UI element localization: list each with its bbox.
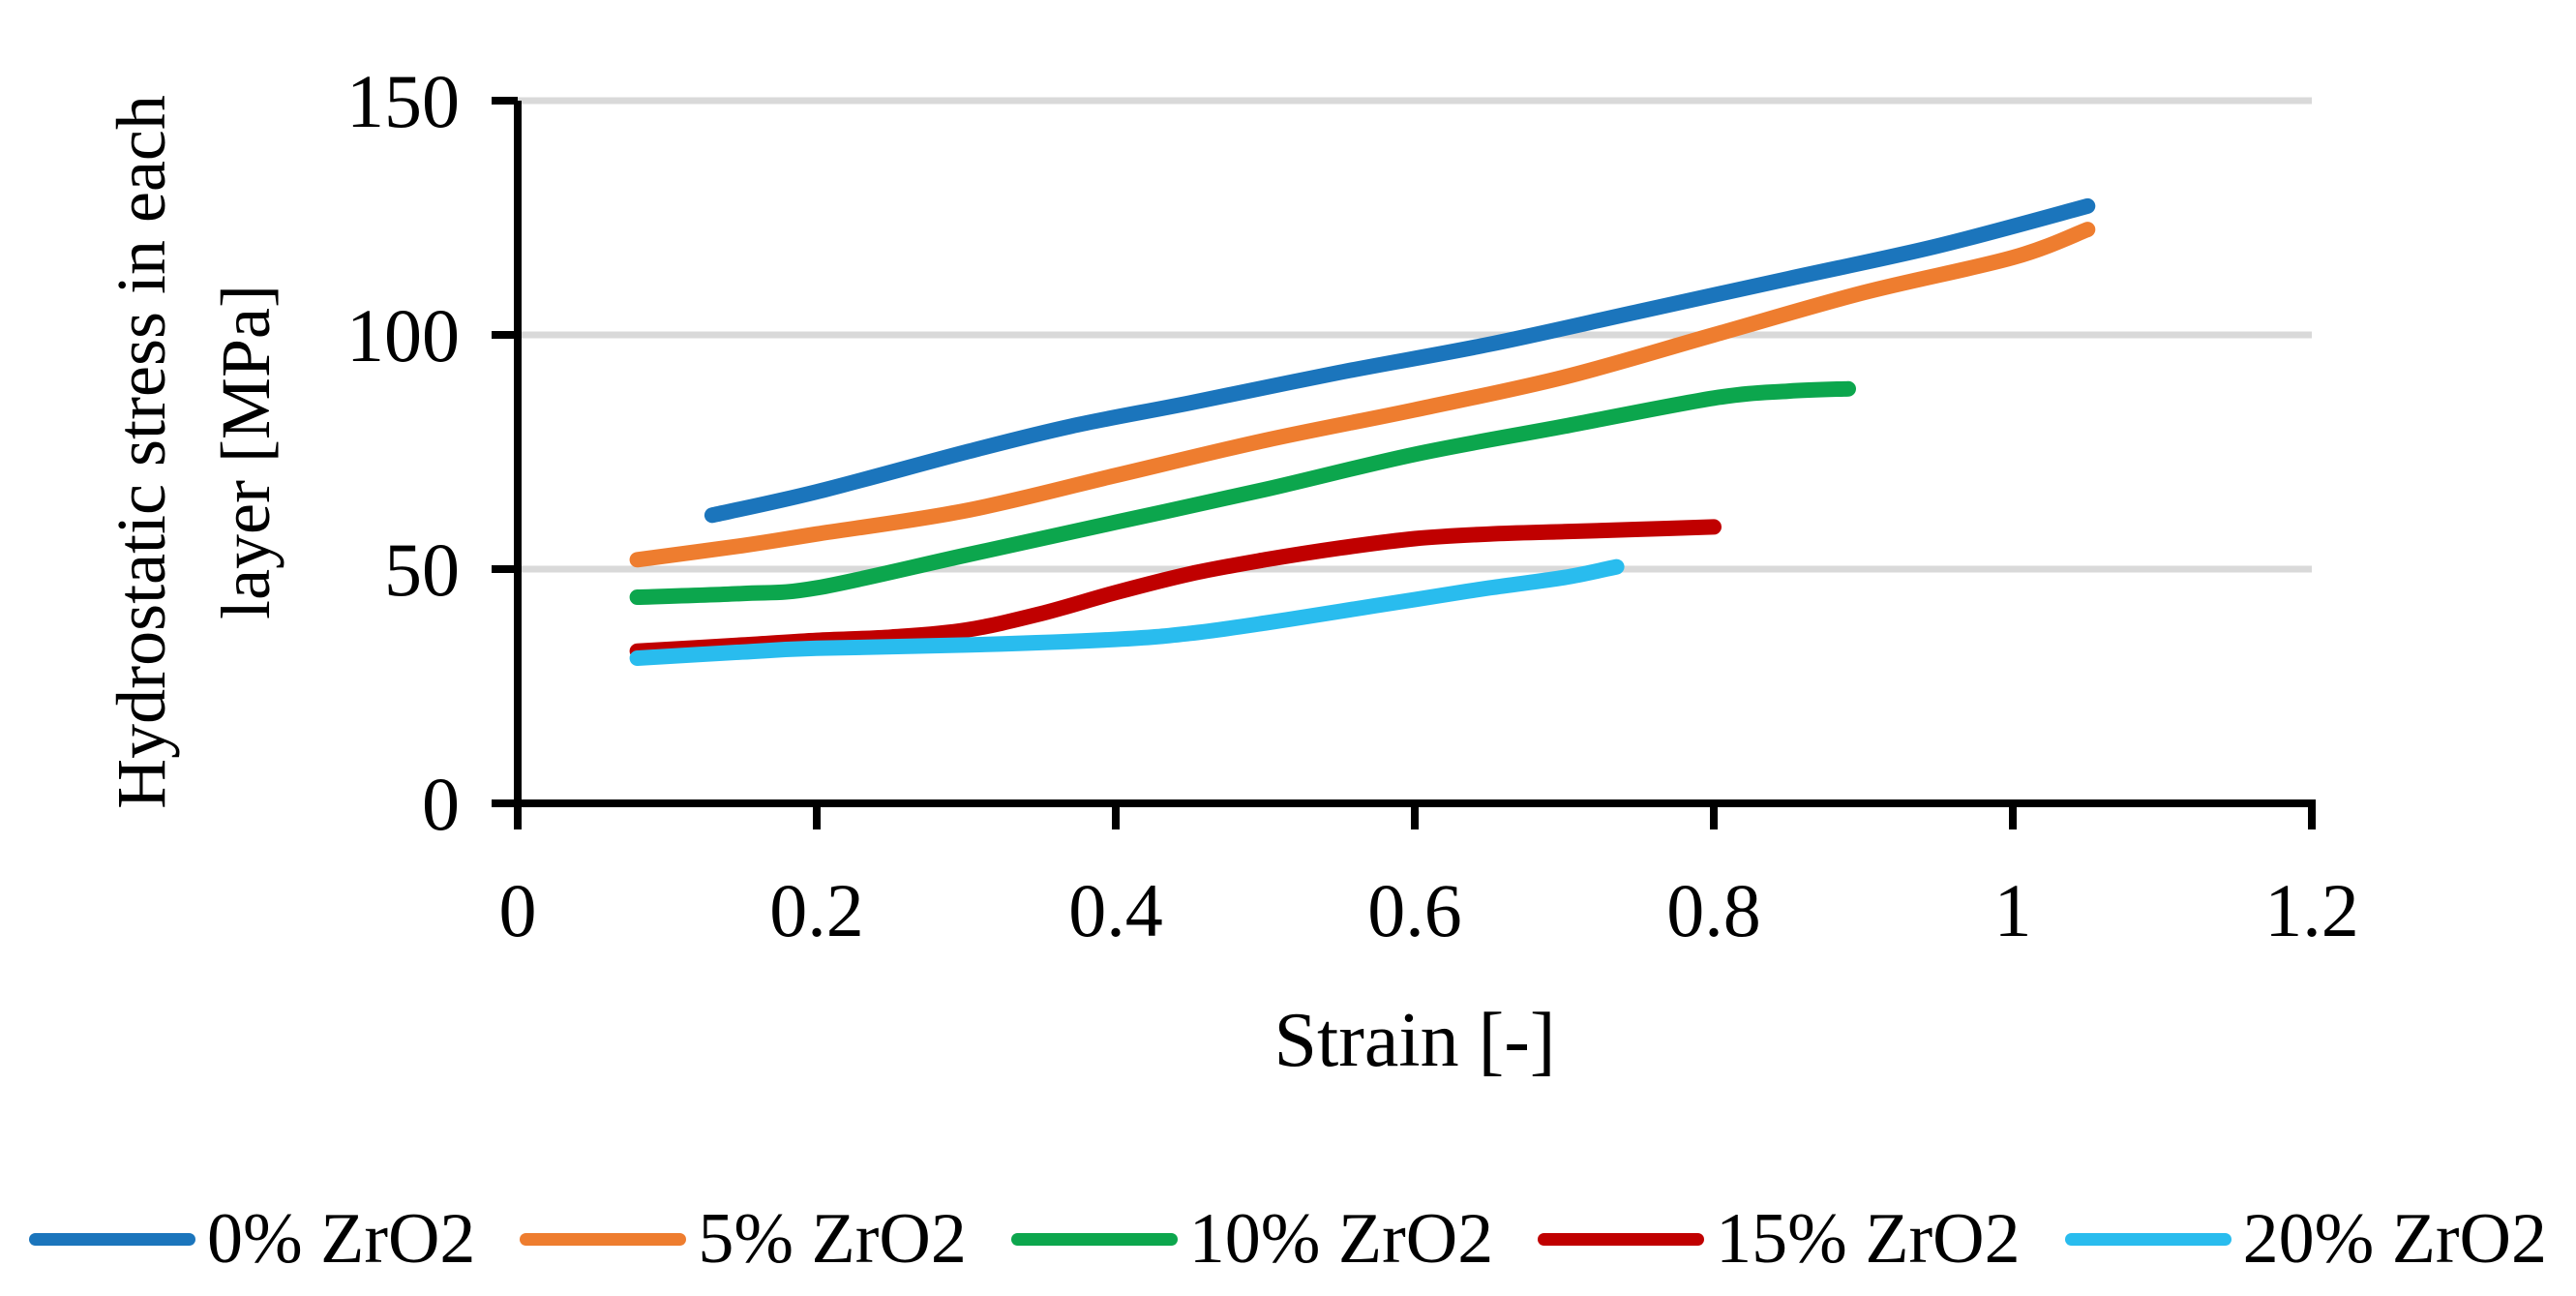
x-tick-label-1.2: 1.2 [2264, 868, 2359, 952]
y-axis-title-line-2: layer [MPa] [207, 285, 285, 619]
legend: 0% ZrO2 5% ZrO2 10% ZrO2 15% ZrO2 20% ZrO2 [29, 1186, 2547, 1292]
x-tick-label-0: 0 [499, 868, 537, 952]
x-tick-label-0.2: 0.2 [769, 868, 864, 952]
legend-swatch-15-zro2 [1538, 1232, 1705, 1246]
legend-label-10-zro2: 10% ZrO2 [1188, 1198, 1494, 1279]
legend-item-20-zro2: 20% ZrO2 [2064, 1198, 2547, 1281]
y-tick-label-0: 0 [422, 762, 460, 846]
legend-item-5-zro2: 5% ZrO2 [520, 1198, 967, 1281]
legend-item-0-zro2: 0% ZrO2 [29, 1198, 475, 1281]
series-line-5-zro2 [629, 222, 2096, 568]
y-tick-label-150: 150 [346, 59, 460, 143]
y-tick-label-50: 50 [384, 527, 460, 612]
x-axis-title: Strain [-] [1273, 998, 1556, 1083]
legend-swatch-20-zro2 [2064, 1232, 2232, 1246]
series-line-20-zro2 [629, 558, 1625, 666]
legend-label-15-zro2: 15% ZrO2 [1716, 1198, 2021, 1279]
legend-swatch-10-zro2 [1010, 1232, 1178, 1246]
x-tick-label-0.6: 0.6 [1367, 868, 1462, 952]
y-axis-title: Hydrostatic stress in each layer [MPa] [89, 7, 298, 897]
legend-label-20-zro2: 20% ZrO2 [2242, 1198, 2547, 1279]
legend-swatch-5-zro2 [520, 1232, 687, 1246]
x-tick-label-0.4: 0.4 [1068, 868, 1163, 952]
legend-label-0-zro2: 0% ZrO2 [207, 1198, 476, 1279]
x-tick-label-1: 1 [1994, 868, 2032, 952]
legend-item-10-zro2: 10% ZrO2 [1010, 1198, 1494, 1281]
series-line-10-zro2 [629, 380, 1856, 605]
x-tick-label-0.8: 0.8 [1666, 868, 1761, 952]
legend-label-5-zro2: 5% ZrO2 [698, 1198, 967, 1279]
y-axis-title-line-1: Hydrostatic stress in each [103, 95, 180, 809]
y-tick-label-100: 100 [346, 293, 460, 377]
legend-swatch-0-zro2 [29, 1232, 195, 1246]
legend-item-15-zro2: 15% ZrO2 [1538, 1198, 2021, 1281]
series-line-0-zro2 [704, 197, 2096, 524]
series-line-15-zro2 [629, 519, 1722, 659]
